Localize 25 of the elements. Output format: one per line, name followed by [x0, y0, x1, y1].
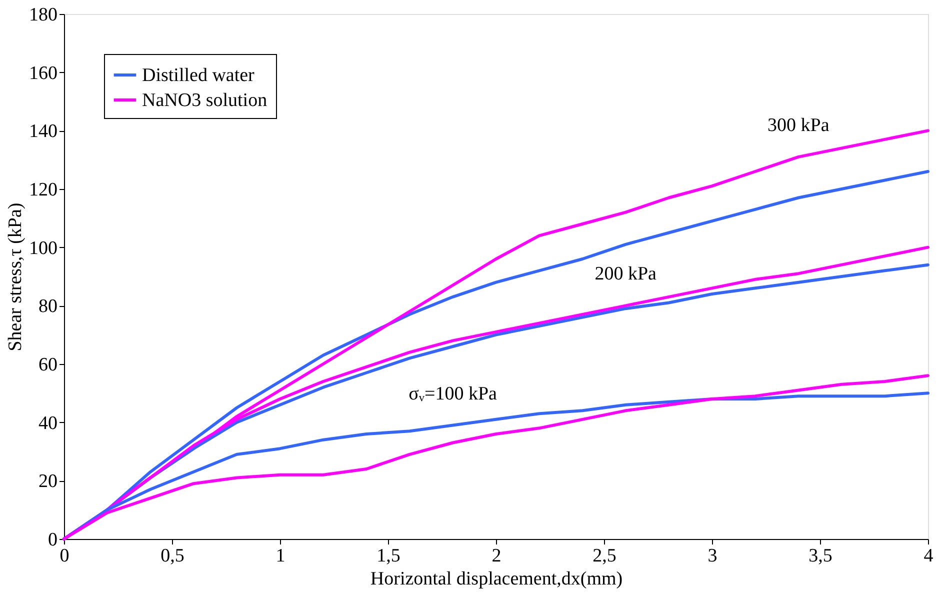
y-tick-label: 140: [29, 121, 58, 142]
x-tick-label: 4: [924, 546, 934, 566]
y-axis-title: Shear stress,τ (kPa): [5, 202, 26, 352]
x-axis-title: Horizontal displacement,dx(mm): [370, 568, 623, 590]
y-tick-label: 180: [29, 4, 58, 26]
y-tick-label: 120: [29, 180, 58, 200]
y-tick-label: 40: [38, 412, 58, 434]
y-tick-label: 20: [38, 471, 58, 492]
x-tick-label: 3: [708, 546, 718, 566]
y-tick-label: 0: [48, 530, 58, 550]
y-tick-label: 100: [29, 238, 58, 259]
y-tick-label: 160: [29, 62, 58, 84]
x-tick-label: 2,5: [592, 546, 616, 566]
x-tick-label: 2: [492, 546, 502, 566]
x-tick-label: 1: [276, 546, 286, 566]
x-tick-label: 3,5: [808, 546, 832, 566]
y-tick-label: 80: [38, 296, 58, 318]
y-tick-label: 60: [38, 354, 58, 376]
annotation: 200 kPa: [594, 264, 658, 285]
annotation: 300 kPa: [768, 114, 830, 136]
legend-label: NaNO3 solution: [142, 90, 268, 111]
annotation: σᵥ=100 kPa: [408, 383, 498, 404]
legend-label: Distilled water: [142, 65, 256, 86]
x-tick-label: 0,5: [160, 546, 184, 566]
x-tick-label: 1,5: [376, 546, 400, 566]
